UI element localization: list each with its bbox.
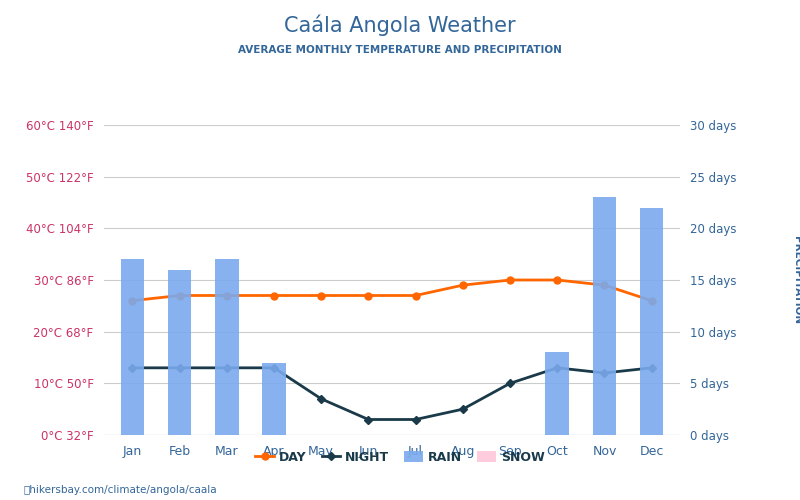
Bar [640, 208, 663, 435]
Legend: DAY, NIGHT, RAIN, SNOW: DAY, NIGHT, RAIN, SNOW [250, 446, 550, 469]
Bar [546, 352, 569, 435]
Y-axis label: PRECIPITATION: PRECIPITATION [793, 236, 800, 324]
Text: 📍hikersbay.com/climate/angola/caala: 📍hikersbay.com/climate/angola/caala [24, 485, 218, 495]
Text: AVERAGE MONTHLY TEMPERATURE AND PRECIPITATION: AVERAGE MONTHLY TEMPERATURE AND PRECIPIT… [238, 45, 562, 55]
Bar [121, 260, 144, 435]
Text: Caála Angola Weather: Caála Angola Weather [284, 15, 516, 36]
Bar [215, 260, 238, 435]
Bar [168, 270, 191, 435]
Bar [593, 198, 616, 435]
Bar [262, 362, 286, 435]
